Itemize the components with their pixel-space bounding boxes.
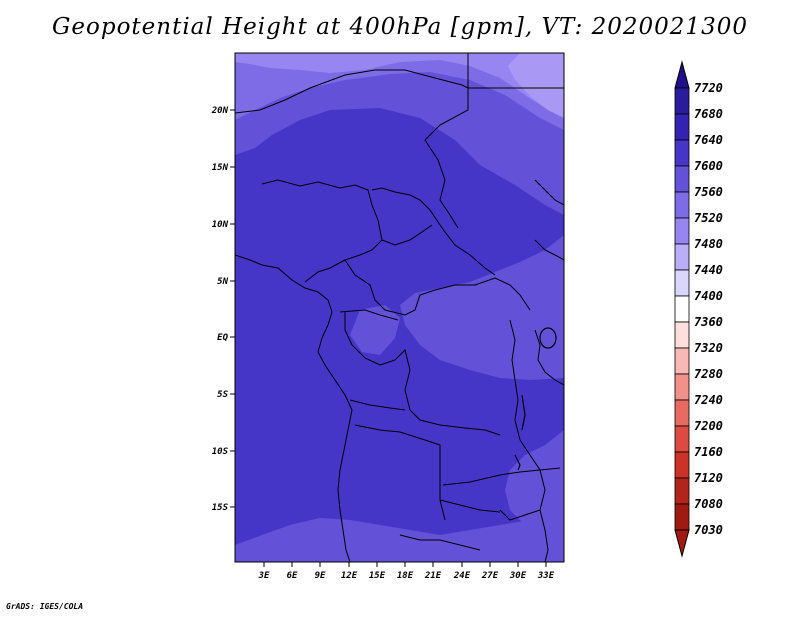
colorbar-label: 7720	[694, 81, 723, 95]
contour-fill-north-lighter	[235, 53, 564, 118]
lat-label-eq: EQ	[217, 333, 228, 343]
colorbar-top-arrow	[674, 60, 690, 89]
colorbar-label: 7120	[694, 471, 723, 485]
lat-label-10n: 10N	[212, 220, 229, 230]
colorbar-segment	[674, 191, 690, 219]
colorbar-segment	[674, 321, 690, 349]
lon-label-33e: 33E	[537, 571, 555, 581]
colorbar-segment	[674, 243, 690, 271]
lat-label-20n: 20N	[211, 106, 229, 116]
lon-label-9e: 9E	[315, 571, 326, 581]
colorbar-segment	[674, 425, 690, 453]
colorbar-segment	[674, 477, 690, 505]
lon-label-15e: 15E	[369, 571, 386, 581]
colorbar-label: 7360	[694, 315, 723, 329]
colorbar-label: 7030	[694, 523, 723, 537]
contour-fill-southeast	[505, 430, 564, 540]
lon-label-3e: 3E	[258, 571, 270, 581]
lat-label-15s: 15S	[212, 503, 229, 513]
colorbar-bottom-arrow	[674, 529, 690, 558]
colorbar-label: 7200	[694, 419, 723, 433]
lon-label-12e: 12E	[341, 571, 358, 581]
contour-fill-east-band	[400, 235, 564, 380]
colorbar-label: 7480	[694, 237, 723, 251]
colorbar-segment	[674, 113, 690, 141]
colorbar-segment	[674, 347, 690, 375]
colorbar-segment	[674, 503, 690, 531]
contour-fill-south	[235, 515, 564, 562]
colorbar-segment	[674, 295, 690, 323]
colorbar-segment	[674, 87, 690, 115]
colorbar-label: 7440	[694, 263, 723, 277]
colorbar-label: 7640	[694, 133, 723, 147]
colorbar-segment	[674, 165, 690, 193]
lat-label-5n: 5N	[217, 277, 228, 287]
lat-label-15n: 15N	[212, 163, 229, 173]
lat-label-10s: 10S	[212, 447, 229, 457]
colorbar-segment	[674, 269, 690, 297]
map-borders	[235, 53, 564, 562]
colorbar-segment	[674, 399, 690, 427]
colorbar-segment	[674, 451, 690, 479]
colorbar-label: 7160	[694, 445, 723, 459]
colorbar-label: 7520	[694, 211, 723, 225]
colorbar-segment	[674, 139, 690, 167]
lon-label-18e: 18E	[397, 571, 414, 581]
map-title: Geopotential Height at 400hPa [gpm], VT:…	[52, 14, 748, 40]
colorbar-segment	[674, 217, 690, 245]
colorbar-label: 7560	[694, 185, 723, 199]
colorbar: 7720 7680 7640 7600 7560 7520 7480 7440 7400 7360…	[674, 60, 723, 558]
colorbar-segment	[674, 373, 690, 401]
grads-credit: GrADS: IGES/COLA	[6, 602, 84, 611]
map-plot	[235, 53, 564, 562]
lon-label-21e: 21E	[424, 571, 442, 581]
lon-label-24e: 24E	[453, 571, 471, 581]
contour-fill-north-mid	[235, 53, 564, 215]
contour-fill-north-light	[235, 53, 564, 130]
contour-fill-ne-corner	[508, 53, 564, 118]
lon-label-27e: 27E	[481, 571, 499, 581]
map-frame	[234, 52, 565, 563]
colorbar-label: 7600	[694, 159, 723, 173]
colorbar-label: 7320	[694, 341, 723, 355]
lon-label-30e: 30E	[509, 571, 527, 581]
lat-axis: 20N 15N 10N 5N EQ 5S 10S 15S	[211, 106, 235, 513]
lon-axis: 3E 6E 9E 12E 15E 18E 21E 24E 27E 30E 33E	[258, 562, 555, 581]
lat-label-5s: 5S	[217, 390, 228, 400]
colorbar-label: 7680	[694, 107, 723, 121]
lon-label-6e: 6E	[287, 571, 298, 581]
colorbar-label: 7280	[694, 367, 723, 381]
colorbar-label: 7080	[694, 497, 723, 511]
colorbar-label: 7240	[694, 393, 723, 407]
colorbar-label: 7400	[694, 289, 723, 303]
lakes	[514, 327, 557, 471]
